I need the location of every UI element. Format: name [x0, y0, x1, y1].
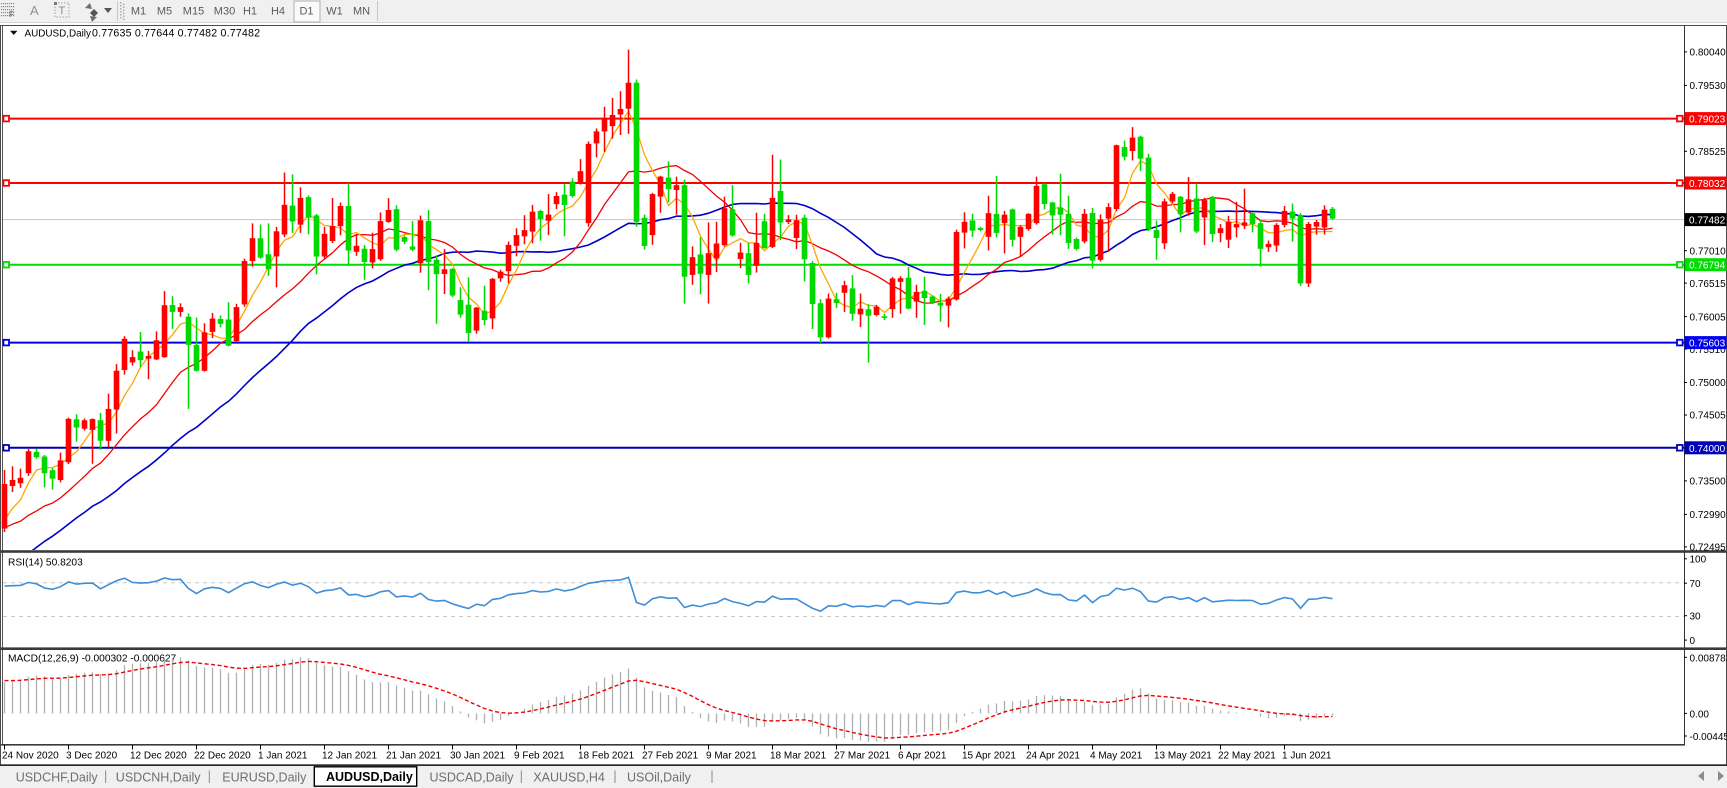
svg-text:XAUUSD,H4: XAUUSD,H4: [533, 771, 605, 785]
svg-text:0.74000: 0.74000: [1689, 444, 1726, 455]
svg-text:18 Mar 2021: 18 Mar 2021: [770, 751, 827, 762]
svg-text:27 Mar 2021: 27 Mar 2021: [834, 751, 891, 762]
svg-text:RSI(14) 50.8203: RSI(14) 50.8203: [8, 558, 83, 569]
svg-text:27 Feb 2021: 27 Feb 2021: [642, 751, 699, 762]
svg-text:0.75000: 0.75000: [1690, 378, 1727, 389]
svg-text:0.78032: 0.78032: [1689, 179, 1726, 190]
svg-text:0.72990: 0.72990: [1690, 510, 1727, 521]
svg-text:H4: H4: [271, 6, 285, 18]
svg-text:0.79530: 0.79530: [1690, 81, 1727, 92]
svg-text:21 Jan 2021: 21 Jan 2021: [386, 751, 441, 762]
svg-text:0.77482: 0.77482: [1689, 216, 1726, 227]
svg-text:M1: M1: [131, 6, 146, 18]
svg-text:70: 70: [1690, 579, 1702, 590]
svg-text:USDCNH,Daily: USDCNH,Daily: [116, 771, 201, 785]
svg-text:D1: D1: [299, 6, 313, 18]
svg-text:0.75603: 0.75603: [1689, 339, 1726, 350]
svg-text:M30: M30: [214, 6, 235, 18]
svg-text:15 Apr 2021: 15 Apr 2021: [962, 751, 1016, 762]
svg-text:AUDUSD,Daily: AUDUSD,Daily: [326, 770, 413, 784]
svg-text:0.74505: 0.74505: [1690, 411, 1727, 422]
svg-text:9 Feb 2021: 9 Feb 2021: [514, 751, 565, 762]
svg-text:12 Jan 2021: 12 Jan 2021: [322, 751, 377, 762]
svg-text:USOil,Daily: USOil,Daily: [627, 771, 692, 785]
svg-text:3 Dec 2020: 3 Dec 2020: [66, 751, 118, 762]
svg-text:M5: M5: [157, 6, 172, 18]
svg-text:18 Feb 2021: 18 Feb 2021: [578, 751, 635, 762]
svg-text:0.77010: 0.77010: [1690, 246, 1727, 257]
svg-text:0.73500: 0.73500: [1690, 477, 1727, 488]
svg-text:9 Mar 2021: 9 Mar 2021: [706, 751, 757, 762]
svg-text:USDCHF,Daily: USDCHF,Daily: [16, 771, 99, 785]
svg-text:M15: M15: [183, 6, 204, 18]
svg-text:H1: H1: [243, 6, 257, 18]
svg-text:0.00: 0.00: [1690, 709, 1710, 720]
svg-text:0.75510: 0.75510: [1690, 345, 1727, 356]
svg-text:0: 0: [1690, 636, 1696, 647]
svg-text:22 Dec 2020: 22 Dec 2020: [194, 751, 251, 762]
svg-text:24 Nov 2020: 24 Nov 2020: [2, 751, 59, 762]
svg-text:100: 100: [1690, 555, 1707, 566]
svg-text:0.77635 0.77644 0.77482 0.7748: 0.77635 0.77644 0.77482 0.77482: [92, 28, 260, 40]
svg-text:A: A: [30, 3, 39, 18]
svg-text:0.76794: 0.76794: [1689, 261, 1726, 272]
svg-text:0.80040: 0.80040: [1690, 48, 1727, 59]
svg-text:12 Dec 2020: 12 Dec 2020: [130, 751, 187, 762]
svg-text:F: F: [9, 10, 14, 19]
svg-text:MN: MN: [353, 6, 370, 18]
svg-text:30: 30: [1690, 611, 1702, 622]
svg-text:T: T: [59, 5, 66, 17]
svg-text:0.79023: 0.79023: [1689, 115, 1726, 126]
svg-text:1 Jan 2021: 1 Jan 2021: [258, 751, 308, 762]
svg-text:4 May 2021: 4 May 2021: [1090, 751, 1143, 762]
svg-text:0.78525: 0.78525: [1690, 147, 1727, 158]
svg-text:24 Apr 2021: 24 Apr 2021: [1026, 751, 1080, 762]
svg-text:1 Jun 2021: 1 Jun 2021: [1282, 751, 1332, 762]
svg-text:6 Apr 2021: 6 Apr 2021: [898, 751, 947, 762]
svg-text:AUDUSD,Daily: AUDUSD,Daily: [25, 29, 91, 40]
svg-text:USDCAD,Daily: USDCAD,Daily: [430, 771, 515, 785]
svg-text:0.76515: 0.76515: [1690, 279, 1727, 290]
svg-text:W1: W1: [326, 6, 343, 18]
svg-text:22 May 2021: 22 May 2021: [1218, 751, 1276, 762]
svg-text:0.72495: 0.72495: [1690, 543, 1727, 554]
svg-text:30 Jan 2021: 30 Jan 2021: [450, 751, 505, 762]
svg-text:13 May 2021: 13 May 2021: [1154, 751, 1212, 762]
svg-text:EURUSD,Daily: EURUSD,Daily: [222, 771, 307, 785]
svg-text:0.008782: 0.008782: [1690, 653, 1727, 664]
svg-text:0.76005: 0.76005: [1690, 312, 1727, 323]
svg-text:-0.004451: -0.004451: [1690, 732, 1727, 743]
svg-text:MACD(12,26,9) -0.000302 -0.000: MACD(12,26,9) -0.000302 -0.000627: [8, 654, 177, 665]
